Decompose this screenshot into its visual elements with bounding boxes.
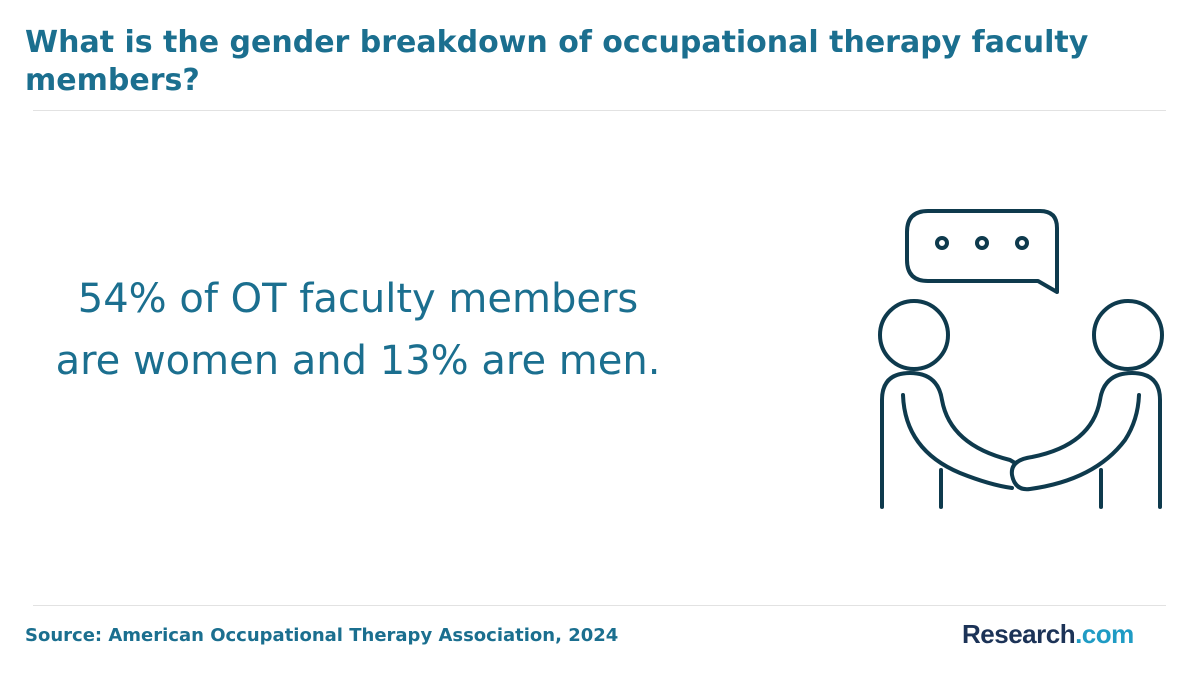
divider — [33, 605, 1166, 606]
statement: 54% of OT faculty members are women and … — [55, 276, 661, 384]
arm-left — [901, 393, 1014, 490]
title: What is the gender breakdown of occupati… — [25, 25, 1089, 98]
speech-bubble — [905, 209, 1059, 294]
body-left — [880, 371, 1017, 509]
divider — [33, 110, 1166, 111]
dot — [935, 236, 949, 250]
logo-suffix: .com — [1075, 619, 1134, 649]
logo: Research.com — [962, 619, 1134, 650]
logo-name: Research — [962, 619, 1076, 649]
body-right — [1009, 371, 1162, 509]
dot — [1015, 236, 1029, 250]
dot — [975, 236, 989, 250]
source: Source: American Occupational Therapy As… — [25, 625, 619, 646]
head-left — [878, 299, 950, 371]
head-right — [1092, 299, 1164, 371]
illustration — [878, 209, 1164, 509]
